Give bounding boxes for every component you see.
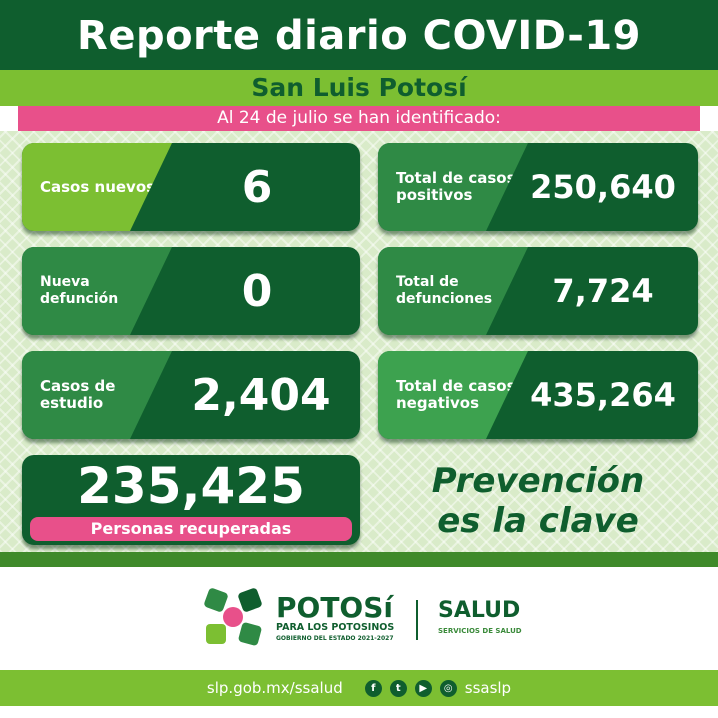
stats-panel: Casos nuevos 6 Nueva defunción 0 Casos d… bbox=[0, 131, 718, 552]
potosi-government: GOBIERNO DEL ESTADO 2021-2027 bbox=[276, 635, 394, 642]
card-label: Total de casos positivos bbox=[378, 143, 528, 231]
card-value: 435,264 bbox=[530, 376, 676, 414]
social-handle[interactable]: ssaslp bbox=[464, 679, 512, 697]
potosi-wordmark: POTOSí bbox=[276, 591, 393, 624]
card-value: 0 bbox=[241, 265, 273, 317]
salud-logo: SALUD SERVICIOS DE SALUD bbox=[438, 598, 522, 635]
logo-divider bbox=[416, 600, 418, 640]
potosi-logo: POTOSí PARA LOS POTOSINOS GOBIERNO DEL E… bbox=[276, 591, 395, 643]
region-title: San Luis Potosí bbox=[0, 70, 718, 106]
twitter-icon[interactable]: t bbox=[389, 679, 407, 697]
card-label: Nueva defunción bbox=[22, 247, 172, 335]
card-new-deaths: Nueva defunción 0 bbox=[22, 247, 360, 335]
salud-subtitle: SERVICIOS DE SALUD bbox=[438, 627, 522, 635]
recovered-value: 235,425 bbox=[77, 457, 305, 515]
facebook-icon[interactable]: f bbox=[364, 679, 382, 697]
page-title: Reporte diario COVID-19 bbox=[0, 0, 718, 70]
card-total-negative: Total de casos negativos 435,264 bbox=[378, 351, 698, 439]
date-line: Al 24 de julio se han identificado: bbox=[18, 106, 700, 131]
potosi-subtitle: PARA LOS POTOSINOS bbox=[276, 622, 395, 633]
recovered-label: Personas recuperadas bbox=[30, 517, 352, 541]
slogan-line2: es la clave bbox=[437, 501, 639, 541]
card-label: Total de casos negativos bbox=[378, 351, 528, 439]
card-study-cases: Casos de estudio 2,404 bbox=[22, 351, 360, 439]
card-total-deaths: Total de defunciones 7,724 bbox=[378, 247, 698, 335]
card-label: Total de defunciones bbox=[378, 247, 528, 335]
card-label: Casos nuevos bbox=[22, 143, 172, 231]
divider-band bbox=[0, 552, 718, 567]
card-total-positive: Total de casos positivos 250,640 bbox=[378, 143, 698, 231]
website-link[interactable]: slp.gob.mx/ssalud bbox=[206, 679, 343, 697]
card-value: 6 bbox=[241, 161, 273, 213]
slogan: Prevención es la clave bbox=[378, 461, 698, 541]
card-value: 250,640 bbox=[530, 168, 676, 206]
card-new-cases: Casos nuevos 6 bbox=[22, 143, 360, 231]
youtube-icon[interactable]: ▶ bbox=[414, 679, 432, 697]
card-recovered: 235,425 Personas recuperadas bbox=[22, 455, 360, 545]
slogan-line1: Prevención bbox=[431, 461, 645, 501]
salud-wordmark: SALUD bbox=[438, 598, 521, 623]
potosi-emblem-icon bbox=[198, 582, 268, 652]
footer-bar: slp.gob.mx/ssalud f t ▶ ◎ ssaslp bbox=[0, 670, 718, 706]
instagram-icon[interactable]: ◎ bbox=[439, 679, 457, 697]
card-label: Casos de estudio bbox=[22, 351, 172, 439]
card-value: 2,404 bbox=[191, 369, 331, 421]
card-value: 7,724 bbox=[552, 272, 654, 310]
